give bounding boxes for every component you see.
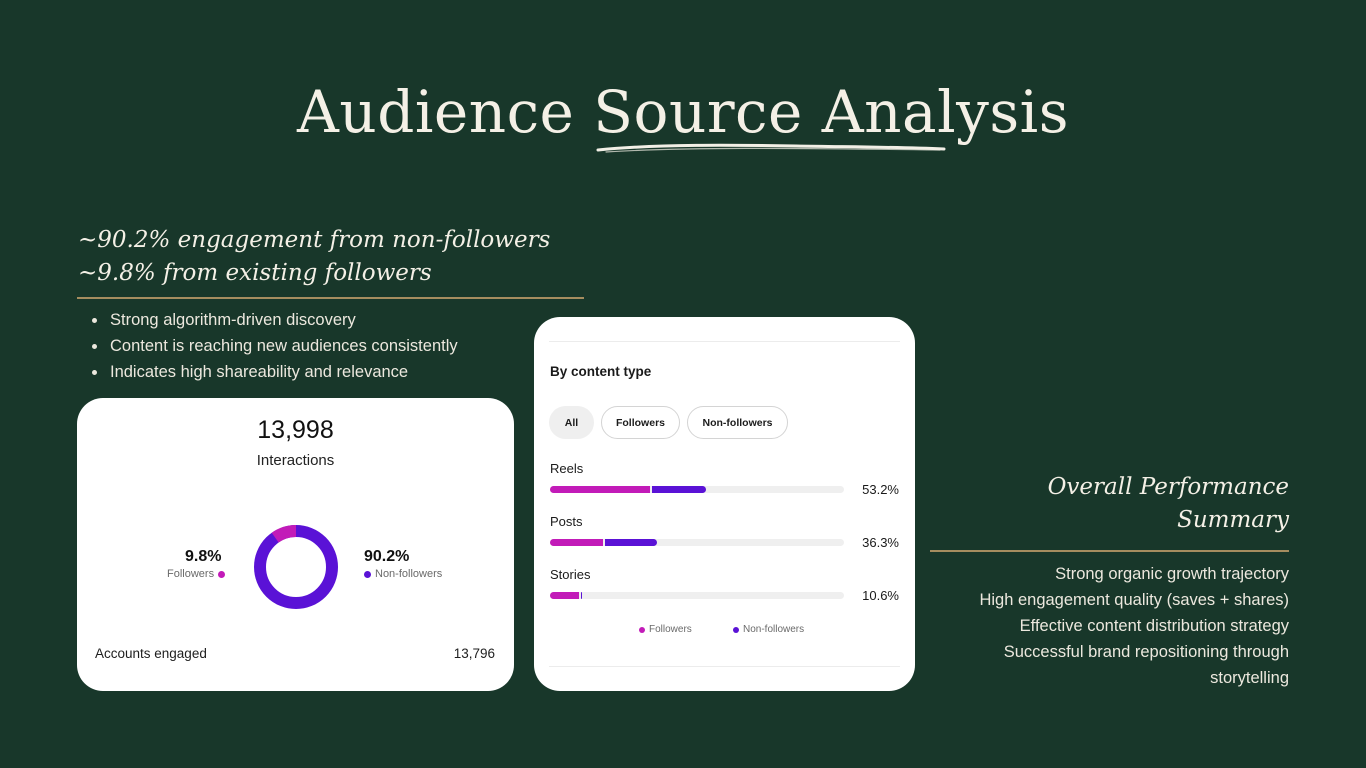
summary-list: Strong organic growth trajectory High en… (929, 561, 1289, 691)
content-type-card: By content type All Followers Non-follow… (534, 317, 915, 691)
legend-followers-dot-icon (639, 626, 645, 633)
summary-divider (930, 550, 1289, 552)
card-bottom-divider (549, 666, 900, 667)
content-type-title: By content type (550, 364, 652, 379)
legend-nonfollowers-dot-icon (733, 626, 739, 633)
bar-track-posts (550, 539, 844, 546)
nonfollowers-legend: Non-followers (364, 568, 442, 580)
nonfollowers-legend-label: Non-followers (375, 568, 443, 580)
legend-followers-label: Followers (649, 624, 692, 635)
insight-bullets: Strong algorithm-driven discovery Conten… (88, 307, 458, 385)
summary-item: storytelling (1210, 669, 1289, 687)
summary-item: High engagement quality (saves + shares) (979, 591, 1289, 609)
followers-legend-label: Followers (167, 568, 215, 580)
row-label-reels: Reels (550, 461, 584, 476)
interactions-card: 13,998 Interactions 9.8% Followers 90.2%… (77, 398, 514, 691)
headline-line-nonfollowers: ~90.2% engagement from non-followers (78, 227, 551, 253)
legend-nonfollowers: Non-followers (733, 624, 804, 635)
filter-all-pill[interactable]: All (549, 406, 594, 439)
donut-followers-segment (254, 525, 338, 609)
interactions-label: Interactions (256, 452, 335, 469)
bar-followers-stories (550, 592, 580, 599)
donut-nonfollowers-segment (254, 525, 338, 609)
card-top-divider (549, 341, 900, 342)
bar-nonfollowers-reels (651, 486, 707, 493)
row-label-posts: Posts (550, 514, 583, 529)
interactions-total: 13,998 (257, 416, 334, 444)
bullet-item: Content is reaching new audiences consis… (108, 333, 458, 359)
nonfollowers-percent: 90.2% (364, 548, 410, 565)
summary-item: Successful brand repositioning through (1003, 643, 1289, 661)
bar-followers-posts (550, 539, 604, 546)
legend-followers: Followers (639, 624, 692, 635)
legend-nonfollowers-label: Non-followers (743, 624, 805, 635)
headline-stats: ~90.2% engagement from non-followers ~9.… (78, 224, 598, 290)
audience-donut-chart (254, 525, 338, 609)
filter-followers-pill[interactable]: Followers (601, 406, 680, 439)
row-label-stories: Stories (550, 567, 591, 582)
summary-title: Overall Performance Summary (989, 471, 1289, 537)
nonfollowers-dot-icon (364, 570, 371, 578)
bar-nonfollowers-stories (580, 592, 582, 599)
followers-percent: 9.8% (185, 548, 222, 565)
summary-title-line: Summary (1177, 507, 1289, 533)
accounts-engaged-value: 13,796 (453, 646, 495, 661)
bullet-item: Indicates high shareability and relevanc… (108, 359, 458, 385)
followers-legend: Followers (167, 568, 226, 580)
summary-title-line: Overall Performance (1047, 474, 1289, 500)
row-pct-stories: 10.6% (862, 588, 899, 603)
bullet-item: Strong algorithm-driven discovery (108, 307, 458, 333)
summary-item: Strong organic growth trajectory (1055, 565, 1289, 583)
title-underline-stroke (596, 143, 946, 153)
followers-dot-icon (218, 570, 226, 578)
slide-title: Audience Source Analysis (296, 78, 1070, 146)
row-pct-reels: 53.2% (862, 482, 899, 497)
accounts-engaged-label: Accounts engaged (95, 646, 207, 661)
headline-divider (77, 297, 584, 299)
bar-track-stories (550, 592, 844, 599)
bar-nonfollowers-posts (604, 539, 657, 546)
bar-followers-reels (550, 486, 651, 493)
summary-item: Effective content distribution strategy (1019, 617, 1289, 635)
headline-line-followers: ~9.8% from existing followers (78, 260, 432, 286)
filter-nonfollowers-pill[interactable]: Non-followers (687, 406, 788, 439)
row-pct-posts: 36.3% (862, 535, 899, 550)
bar-track-reels (550, 486, 844, 493)
